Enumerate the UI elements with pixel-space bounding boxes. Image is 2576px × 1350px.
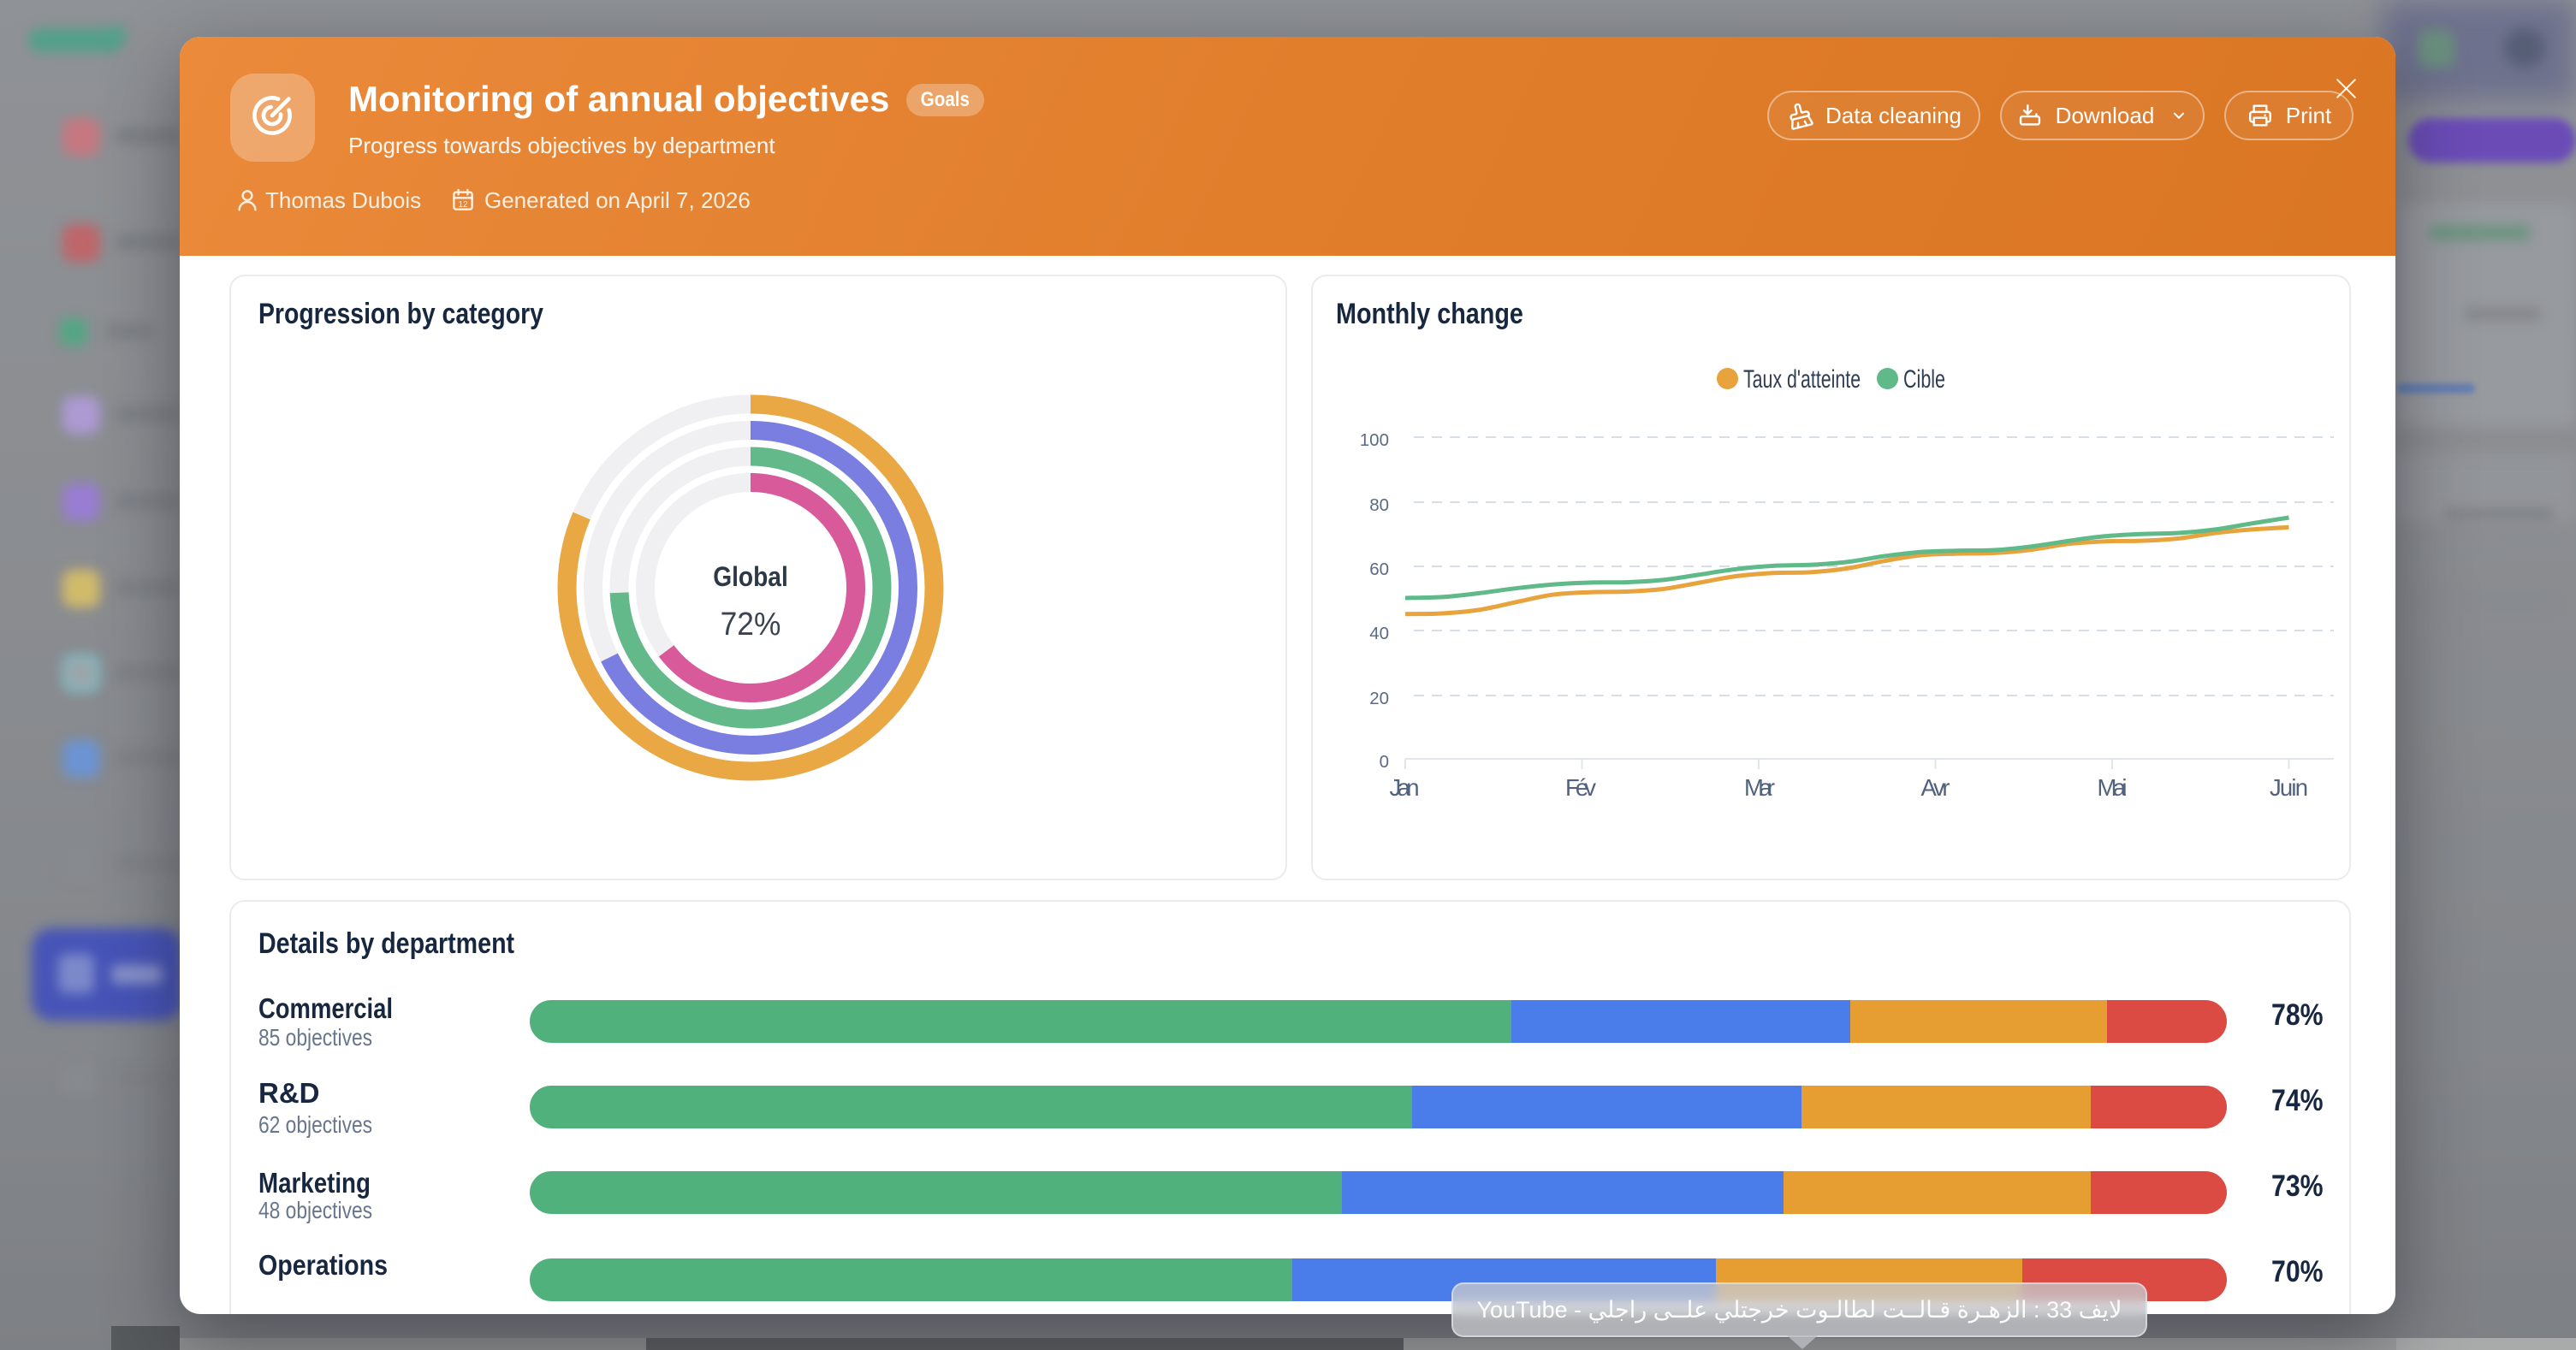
svg-text:Juin: Juin — [2270, 774, 2308, 801]
svg-text:Mar: Mar — [1744, 774, 1775, 801]
svg-text:Jan: Jan — [1390, 774, 1420, 801]
svg-text:Fév: Fév — [1565, 774, 1596, 801]
svg-text:40: 40 — [1369, 624, 1389, 643]
svg-text:100: 100 — [1360, 430, 1389, 450]
svg-text:80: 80 — [1369, 495, 1389, 515]
svg-text:Mai: Mai — [2098, 774, 2128, 801]
svg-text:Avr: Avr — [1921, 774, 1950, 801]
svg-text:12: 12 — [458, 200, 468, 210]
svg-text:20: 20 — [1369, 689, 1389, 708]
svg-text:60: 60 — [1369, 560, 1389, 579]
svg-text:0: 0 — [1380, 752, 1389, 772]
